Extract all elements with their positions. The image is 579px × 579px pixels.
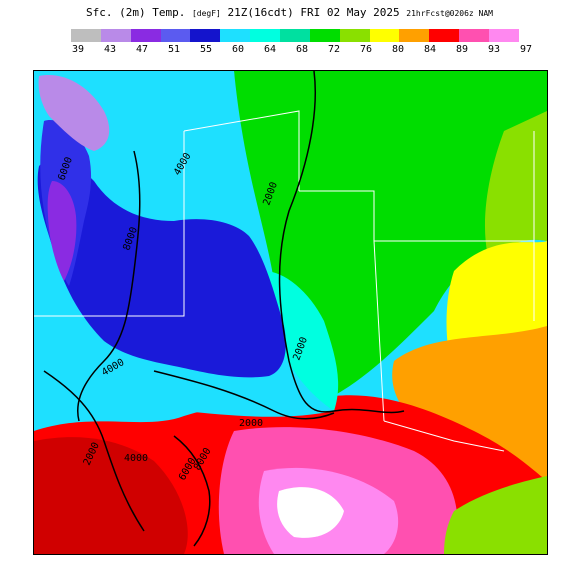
legend-tick-label: 47 (135, 44, 149, 55)
legend-swatch (250, 29, 281, 42)
legend-tick-label: 39 (71, 44, 85, 55)
temp-zone-lavender (38, 75, 110, 151)
legend-swatch (190, 29, 221, 42)
title-main: Sfc. (2m) Temp. (85, 6, 186, 19)
contour-label: 4000 (124, 453, 148, 464)
legend-swatch (280, 29, 310, 42)
legend-tick-label: 76 (359, 44, 373, 55)
legend-swatch (339, 29, 370, 42)
legend-tick-label: 72 (327, 44, 341, 55)
terrain-contour-line (278, 71, 405, 414)
temp-zone-white (277, 487, 344, 538)
legend-tick-label: 80 (391, 44, 405, 55)
legend-tick-label: 97 (519, 44, 533, 55)
legend-tick-label: 43 (103, 44, 117, 55)
legend-swatch (489, 29, 519, 42)
legend-swatch (130, 29, 161, 42)
temp-zone-blue (37, 158, 286, 378)
terrain-contour-line (77, 150, 141, 422)
state-boundaries (34, 110, 535, 452)
legend-swatch (429, 29, 460, 42)
legend-tick-label: 51 (167, 44, 181, 55)
contour-label: 2000 (239, 418, 263, 429)
title-units: [degF] (191, 9, 221, 18)
legend-swatch (71, 29, 101, 42)
legend-tick-label: 55 (199, 44, 213, 55)
color-legend (71, 29, 519, 42)
temp-zone-purple (47, 181, 77, 281)
legend-tick-label: 64 (263, 44, 277, 55)
terrain-contour-line (173, 435, 211, 547)
terrain-contour-line (43, 370, 145, 532)
temp-zone-green-southeast (444, 476, 547, 554)
legend-tick-label: 89 (455, 44, 469, 55)
legend-tick-label: 68 (295, 44, 309, 55)
map-title: Sfc. (2m) Temp. [degF] 21Z(16cdt) FRI 02… (0, 6, 579, 19)
legend-swatch (309, 29, 340, 42)
legend-swatch (459, 29, 490, 42)
legend-tick-label: 84 (423, 44, 437, 55)
legend-tick-label: 60 (231, 44, 245, 55)
temp-zone-lime (484, 111, 547, 261)
title-valid-time: 21Z(16cdt) FRI 02 May 2025 (227, 6, 400, 19)
legend-swatch (399, 29, 430, 42)
terrain-contour-line (153, 370, 335, 420)
title-run: 21hrFcst@0206z NAM (406, 9, 493, 18)
legend-tick-labels: 39 43 47 51 55 60 64 68 72 76 80 84 89 93 97 (56, 44, 536, 56)
legend-swatch (100, 29, 131, 42)
legend-swatch (369, 29, 400, 42)
legend-tick-label: 93 (487, 44, 501, 55)
temp-zone-dark-red (34, 437, 188, 554)
legend-swatch (220, 29, 251, 42)
legend-swatch (160, 29, 191, 42)
temp-zone-aqua (263, 271, 339, 411)
temp-zone-orange (392, 326, 547, 491)
